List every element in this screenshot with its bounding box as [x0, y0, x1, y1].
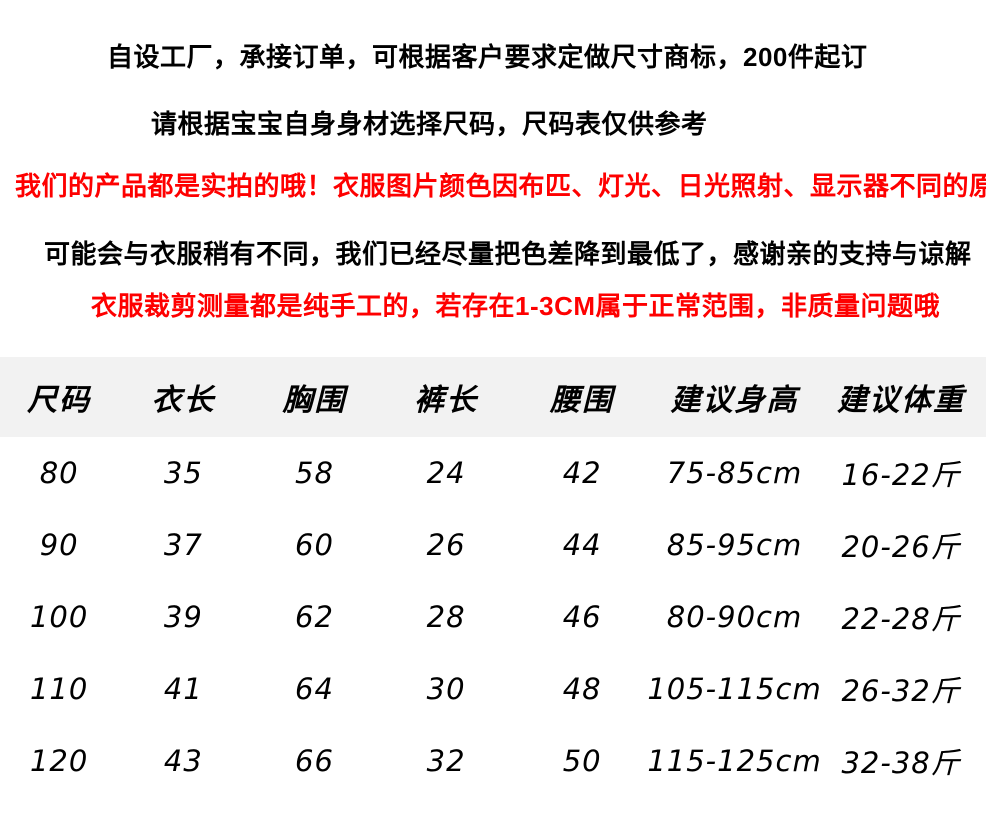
cell-size: 100: [29, 600, 89, 634]
cell-waist: 42: [562, 456, 602, 490]
cell-height: 105-115cm: [647, 672, 822, 706]
cell-height: 75-85cm: [666, 456, 803, 490]
size-chart: 尺码 衣长 胸围 裤长 腰围 建议身高 建议体重 80 35 58 24 42 …: [0, 357, 986, 797]
table-row: 100 39 62 28 46 80-90cm 22-28斤: [0, 581, 986, 653]
cell-weight: 16-22斤: [841, 458, 961, 492]
header-clothes-length: 衣长: [151, 383, 216, 418]
cell-size: 120: [29, 744, 89, 778]
notice-factory-order: 自设工厂，承接订单，可根据客户要求定做尺寸商标，200件起订: [107, 42, 868, 72]
cell-waist: 44: [562, 528, 602, 562]
notice-color-difference: 我们的产品都是实拍的哦！衣服图片颜色因布匹、灯光、日光照射、显示器不同的原因，: [15, 171, 986, 201]
cell-chest: 64: [295, 672, 334, 706]
cell-size: 90: [39, 528, 79, 562]
table-row: 90 37 60 26 44 85-95cm 20-26斤: [0, 509, 986, 581]
cell-length: 41: [163, 672, 203, 706]
notice-manual-measure: 衣服裁剪测量都是纯手工的，若存在1-3CM属于正常范围，非质量问题哦: [91, 291, 941, 321]
cell-pants: 26: [426, 528, 466, 562]
cell-height: 85-95cm: [666, 528, 803, 562]
cell-waist: 50: [562, 744, 602, 778]
cell-chest: 60: [295, 528, 334, 562]
cell-height: 115-125cm: [647, 744, 822, 778]
header-chest: 胸围: [282, 383, 347, 418]
cell-length: 39: [163, 600, 203, 634]
cell-weight: 20-26斤: [841, 530, 961, 564]
table-row: 120 43 66 32 50 115-125cm 32-38斤: [0, 725, 986, 797]
cell-chest: 66: [295, 744, 334, 778]
notice-color-apology: 可能会与衣服稍有不同，我们已经尽量把色差降到最低了，感谢亲的支持与谅解: [44, 239, 972, 269]
cell-length: 35: [163, 456, 203, 490]
cell-pants: 32: [426, 744, 466, 778]
cell-chest: 62: [295, 600, 334, 634]
cell-size: 80: [39, 456, 79, 490]
header-size: 尺码: [27, 383, 92, 418]
notice-size-reference: 请根据宝宝自身身材选择尺码，尺码表仅供参考: [151, 109, 708, 139]
cell-length: 43: [163, 744, 203, 778]
cell-pants: 30: [426, 672, 466, 706]
header-suggest-weight: 建议体重: [837, 383, 966, 418]
cell-waist: 48: [562, 672, 602, 706]
cell-pants: 24: [426, 456, 466, 490]
cell-pants: 28: [426, 600, 466, 634]
cell-weight: 26-32斤: [841, 674, 961, 708]
cell-size: 110: [29, 672, 89, 706]
header-suggest-height: 建议身高: [670, 383, 799, 418]
header-pants-length: 裤长: [414, 383, 479, 418]
cell-waist: 46: [562, 600, 602, 634]
cell-weight: 22-28斤: [841, 602, 961, 636]
table-row: 110 41 64 30 48 105-115cm 26-32斤: [0, 653, 986, 725]
cell-height: 80-90cm: [666, 600, 803, 634]
table-row: 80 35 58 24 42 75-85cm 16-22斤: [0, 437, 986, 509]
cell-length: 37: [163, 528, 203, 562]
cell-weight: 32-38斤: [841, 746, 961, 780]
header-waist: 腰围: [550, 383, 615, 418]
size-chart-header-row: 尺码 衣长 胸围 裤长 腰围 建议身高 建议体重: [0, 357, 986, 437]
cell-chest: 58: [295, 456, 334, 490]
